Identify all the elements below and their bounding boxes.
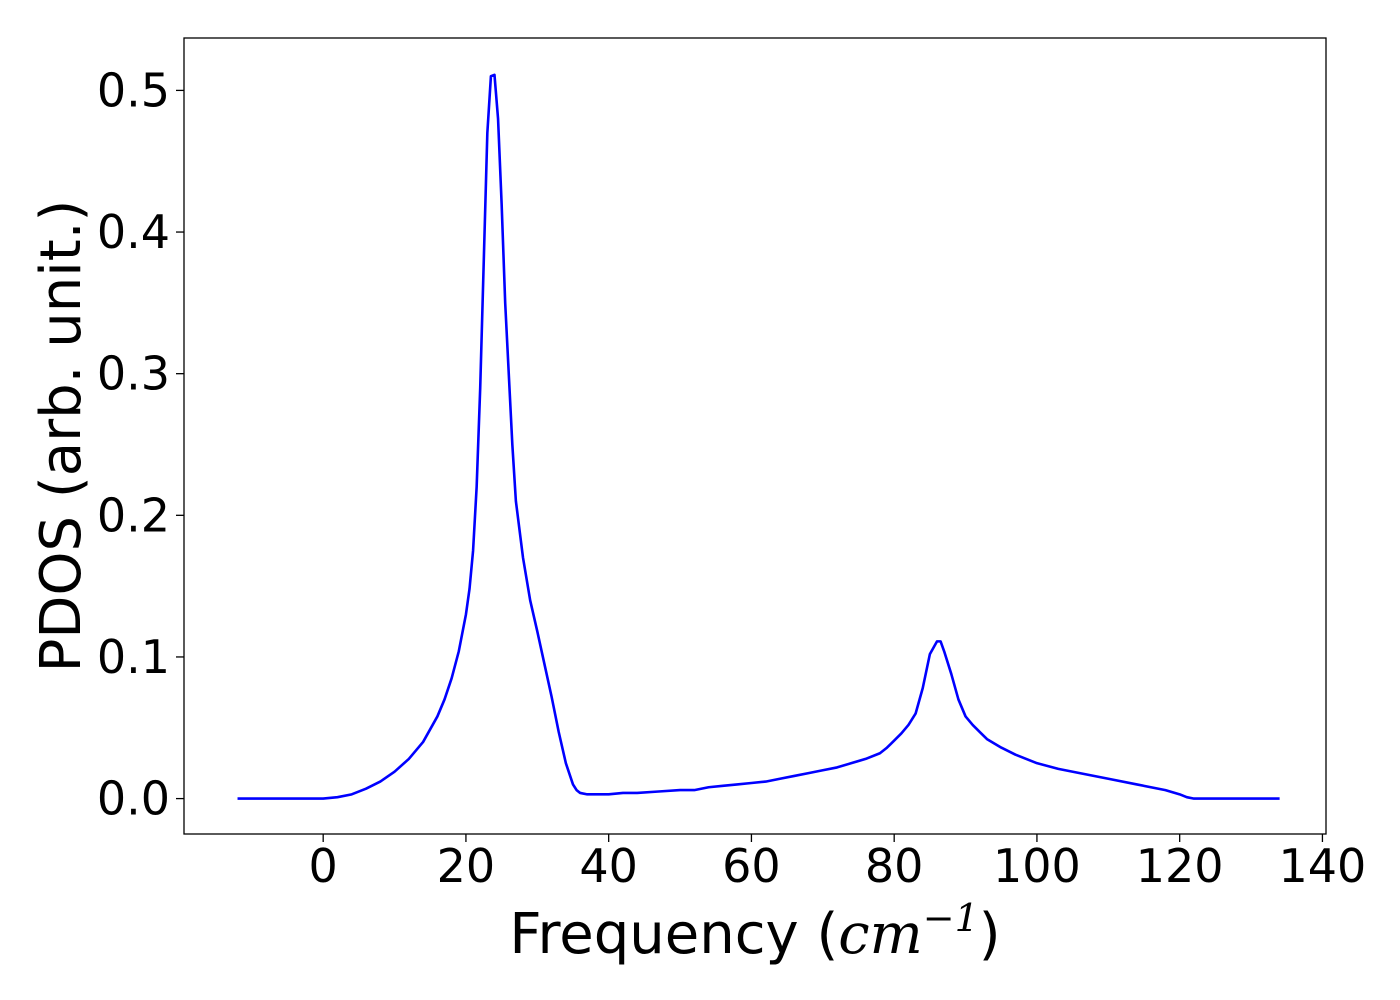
y-tick-label: 0.2: [97, 488, 170, 542]
x-tick-label: 40: [579, 839, 638, 893]
x-tick-label: 100: [993, 839, 1081, 893]
plot-frame: [183, 37, 1327, 835]
y-tick-label: 0.1: [97, 630, 170, 684]
y-axis-label: PDOS (arb. unit.): [29, 200, 94, 673]
pdos-line: [237, 73, 1280, 800]
y-tick-label: 0.4: [97, 205, 170, 259]
x-tick-label: 20: [437, 839, 496, 893]
x-tick-label: 80: [865, 839, 924, 893]
x-axis-label: Frequency (cm−1): [509, 896, 1000, 967]
x-tick-label: 140: [1279, 839, 1367, 893]
y-axis-ticks: 0.0 0.1 0.2 0.3 0.4 0.5: [97, 63, 184, 826]
y-tick-label: 0.5: [97, 63, 170, 117]
x-axis-ticks: 0 20 40 60 80 100 120 140: [309, 834, 1367, 893]
x-tick-label: 120: [1136, 839, 1224, 893]
y-tick-label: 0.0: [97, 772, 170, 826]
y-tick-label: 0.3: [97, 347, 170, 401]
x-tick-label: 0: [309, 839, 338, 893]
x-tick-label: 60: [722, 839, 781, 893]
